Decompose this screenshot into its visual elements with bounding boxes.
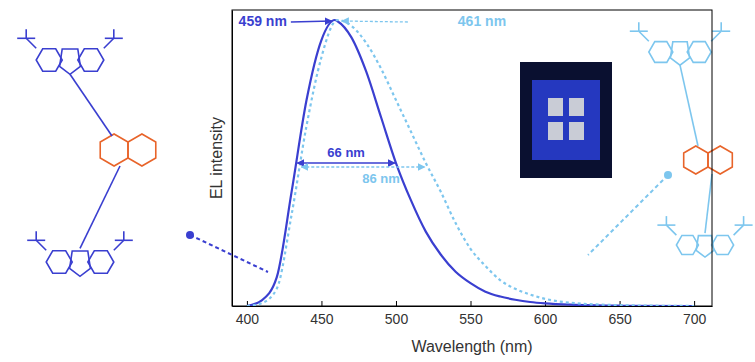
- ring: [128, 134, 156, 166]
- fwhm-arrow: [301, 166, 425, 167]
- bond: [680, 65, 698, 146]
- carbazole: [630, 22, 730, 65]
- tbu-bond: [734, 225, 744, 235]
- carbazole: [27, 231, 133, 276]
- annotations: 459 nm 461 nm 66 nm 86 nm: [239, 13, 506, 186]
- pixel: [548, 122, 563, 140]
- x-tick-mark: [471, 301, 472, 306]
- naphthalene: [100, 134, 156, 166]
- spectrum-line: [247, 20, 694, 306]
- ring: [670, 42, 689, 65]
- tbu-bond: [630, 30, 639, 32]
- tbu-bond: [36, 240, 45, 242]
- tbu-bond: [735, 224, 744, 226]
- tbu-bond: [26, 38, 36, 48]
- x-tick-label: 600: [534, 311, 558, 327]
- tbu-bond: [35, 231, 37, 240]
- peak-label: 461 nm: [458, 13, 506, 29]
- tbu-bond: [639, 31, 649, 41]
- bond: [80, 166, 120, 248]
- tbu-bond: [666, 216, 668, 225]
- tbu-bond: [657, 224, 666, 226]
- x-tick-label: 500: [385, 311, 409, 327]
- tbu-bond: [17, 37, 26, 39]
- carbazole: [17, 29, 123, 74]
- glow: [532, 80, 600, 160]
- peak-arrow: [342, 21, 408, 22]
- plot-area: [247, 20, 694, 306]
- tbu-bond: [711, 31, 721, 41]
- tbu-bond: [721, 30, 730, 32]
- tbu-bond: [638, 22, 640, 31]
- tbu-bond: [744, 224, 753, 226]
- pixel: [569, 122, 584, 140]
- x-axis-title: Wavelength (nm): [411, 338, 532, 355]
- x-tick-label: 650: [608, 311, 632, 327]
- tbu-bond: [36, 240, 46, 250]
- tbu-bond: [666, 225, 676, 235]
- fwhm-label: 86 nm: [362, 171, 400, 186]
- plot-frame: [232, 10, 712, 306]
- tbu-bond: [115, 240, 124, 242]
- tbu-bond: [720, 22, 722, 31]
- ring: [88, 251, 114, 274]
- x-tick-mark: [396, 301, 397, 306]
- ring: [100, 134, 128, 166]
- tbu-bond: [743, 216, 745, 225]
- pointer-line: [588, 175, 668, 255]
- fwhm-label: 66 nm: [327, 145, 365, 160]
- tbu-bond: [123, 231, 125, 240]
- molecule-drawings: [17, 22, 752, 276]
- pixel: [548, 98, 563, 116]
- x-tick-label: 700: [683, 311, 707, 327]
- tbu-bond: [639, 30, 648, 32]
- fwhm-arrow: [297, 162, 395, 163]
- ring: [70, 251, 91, 276]
- tbu-bond: [113, 29, 115, 38]
- naphthalene: [684, 146, 733, 174]
- tbu-bond: [104, 38, 114, 48]
- ring: [649, 42, 673, 63]
- peak-label: 459 nm: [239, 13, 287, 29]
- pixel: [569, 98, 584, 116]
- ring: [687, 42, 711, 63]
- spectrum-line: [247, 20, 694, 306]
- tbu-bond: [124, 240, 133, 242]
- ring: [712, 235, 734, 254]
- chart: 400 450 500 550 600 650 700 Wavelength (nm) EL i…: [0, 0, 755, 362]
- tbu-bond: [105, 37, 114, 39]
- x-tick-label: 550: [459, 311, 483, 327]
- x-tick-label: 400: [236, 311, 260, 327]
- x-tick-mark: [321, 301, 322, 306]
- tbu-bond: [712, 30, 721, 32]
- ring: [36, 49, 62, 72]
- ring: [78, 49, 104, 72]
- tbu-bond: [114, 240, 124, 250]
- ring: [676, 235, 698, 254]
- x-tick: 550: [459, 301, 483, 327]
- tbu-bond: [666, 224, 675, 226]
- peak-arrow: [291, 21, 332, 22]
- tbu-bond: [26, 37, 35, 39]
- y-axis-title: EL intensity: [208, 117, 225, 199]
- ring: [696, 236, 714, 257]
- x-tick: 450: [310, 301, 334, 327]
- ring: [60, 49, 81, 74]
- ring: [684, 146, 708, 174]
- tbu-bond: [114, 37, 123, 39]
- x-tick-mark: [694, 301, 695, 306]
- photo-bg: [520, 62, 612, 178]
- x-tick: 500: [385, 301, 409, 327]
- carbazole: [657, 216, 752, 257]
- ring: [46, 251, 72, 274]
- bond: [70, 74, 112, 136]
- x-tick-label: 450: [310, 311, 334, 327]
- tbu-bond: [27, 240, 36, 242]
- bond: [705, 174, 712, 233]
- device-photo: [520, 62, 612, 178]
- pointer-line: [190, 235, 268, 272]
- tbu-bond: [25, 29, 27, 38]
